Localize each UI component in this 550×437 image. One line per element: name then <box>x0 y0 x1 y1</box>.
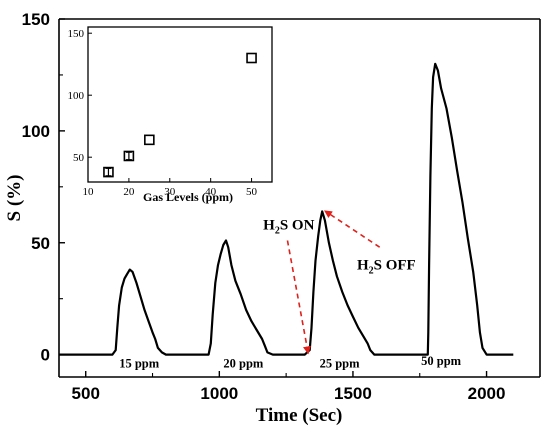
h2s-off-label: H2S OFF <box>357 258 416 277</box>
main-plot: 500 1000 1500 2000 0 50 100 150 15 ppm 20 ppm 25 … <box>4 10 541 426</box>
inset-ticks: 10 20 30 40 50 50 100 150 <box>68 28 258 198</box>
inset-y-tick-label: 50 <box>73 152 85 164</box>
inset-x-tick-label: 30 <box>164 186 176 198</box>
main-x-axis-label: Time (Sec) <box>256 405 343 426</box>
x-tick-label: 2000 <box>468 384 506 403</box>
inset-x-tick-label: 10 <box>83 186 95 198</box>
inset-x-axis-label: Gas Levels (ppm) <box>143 190 233 204</box>
inset-points <box>103 52 257 178</box>
inset-x-tick-label: 50 <box>246 186 258 198</box>
ppm-label: 20 ppm <box>223 356 264 370</box>
inset-point <box>246 52 257 64</box>
y-tick-label: 150 <box>22 10 50 29</box>
inset-point <box>103 166 114 178</box>
inset-y-tick-label: 100 <box>68 90 85 102</box>
x-tick-label: 1500 <box>334 384 372 403</box>
inset-y-tick-label: 150 <box>68 28 85 40</box>
ppm-label: 25 ppm <box>320 356 361 370</box>
inset-point <box>144 134 155 146</box>
off-arrow <box>324 210 381 248</box>
on-arrow <box>286 240 311 355</box>
ppm-label: 15 ppm <box>119 356 160 370</box>
y-tick-label: 50 <box>31 234 50 253</box>
x-tick-label: 500 <box>72 384 100 403</box>
inset-x-tick-label: 20 <box>123 186 135 198</box>
response-curve <box>59 62 514 356</box>
x-tick-label: 1000 <box>200 384 238 403</box>
main-ticks: 500 1000 1500 2000 0 50 100 150 <box>22 10 506 403</box>
inset-plot: 10 20 30 40 50 50 100 150 Gas Levels (ppm) <box>68 26 273 204</box>
y-tick-label: 0 <box>41 346 50 365</box>
inset-point <box>123 150 135 162</box>
y-tick-label: 100 <box>22 122 50 141</box>
ppm-label: 50 ppm <box>421 354 462 368</box>
main-y-axis-label: S (%) <box>4 175 25 222</box>
inset-frame <box>87 26 273 183</box>
inset-x-tick-label: 40 <box>205 186 217 198</box>
annotations: 15 ppm 20 ppm 25 ppm 50 ppm H2S ON H2S OFF <box>119 210 462 370</box>
h2s-on-label: H2S ON <box>263 217 314 236</box>
